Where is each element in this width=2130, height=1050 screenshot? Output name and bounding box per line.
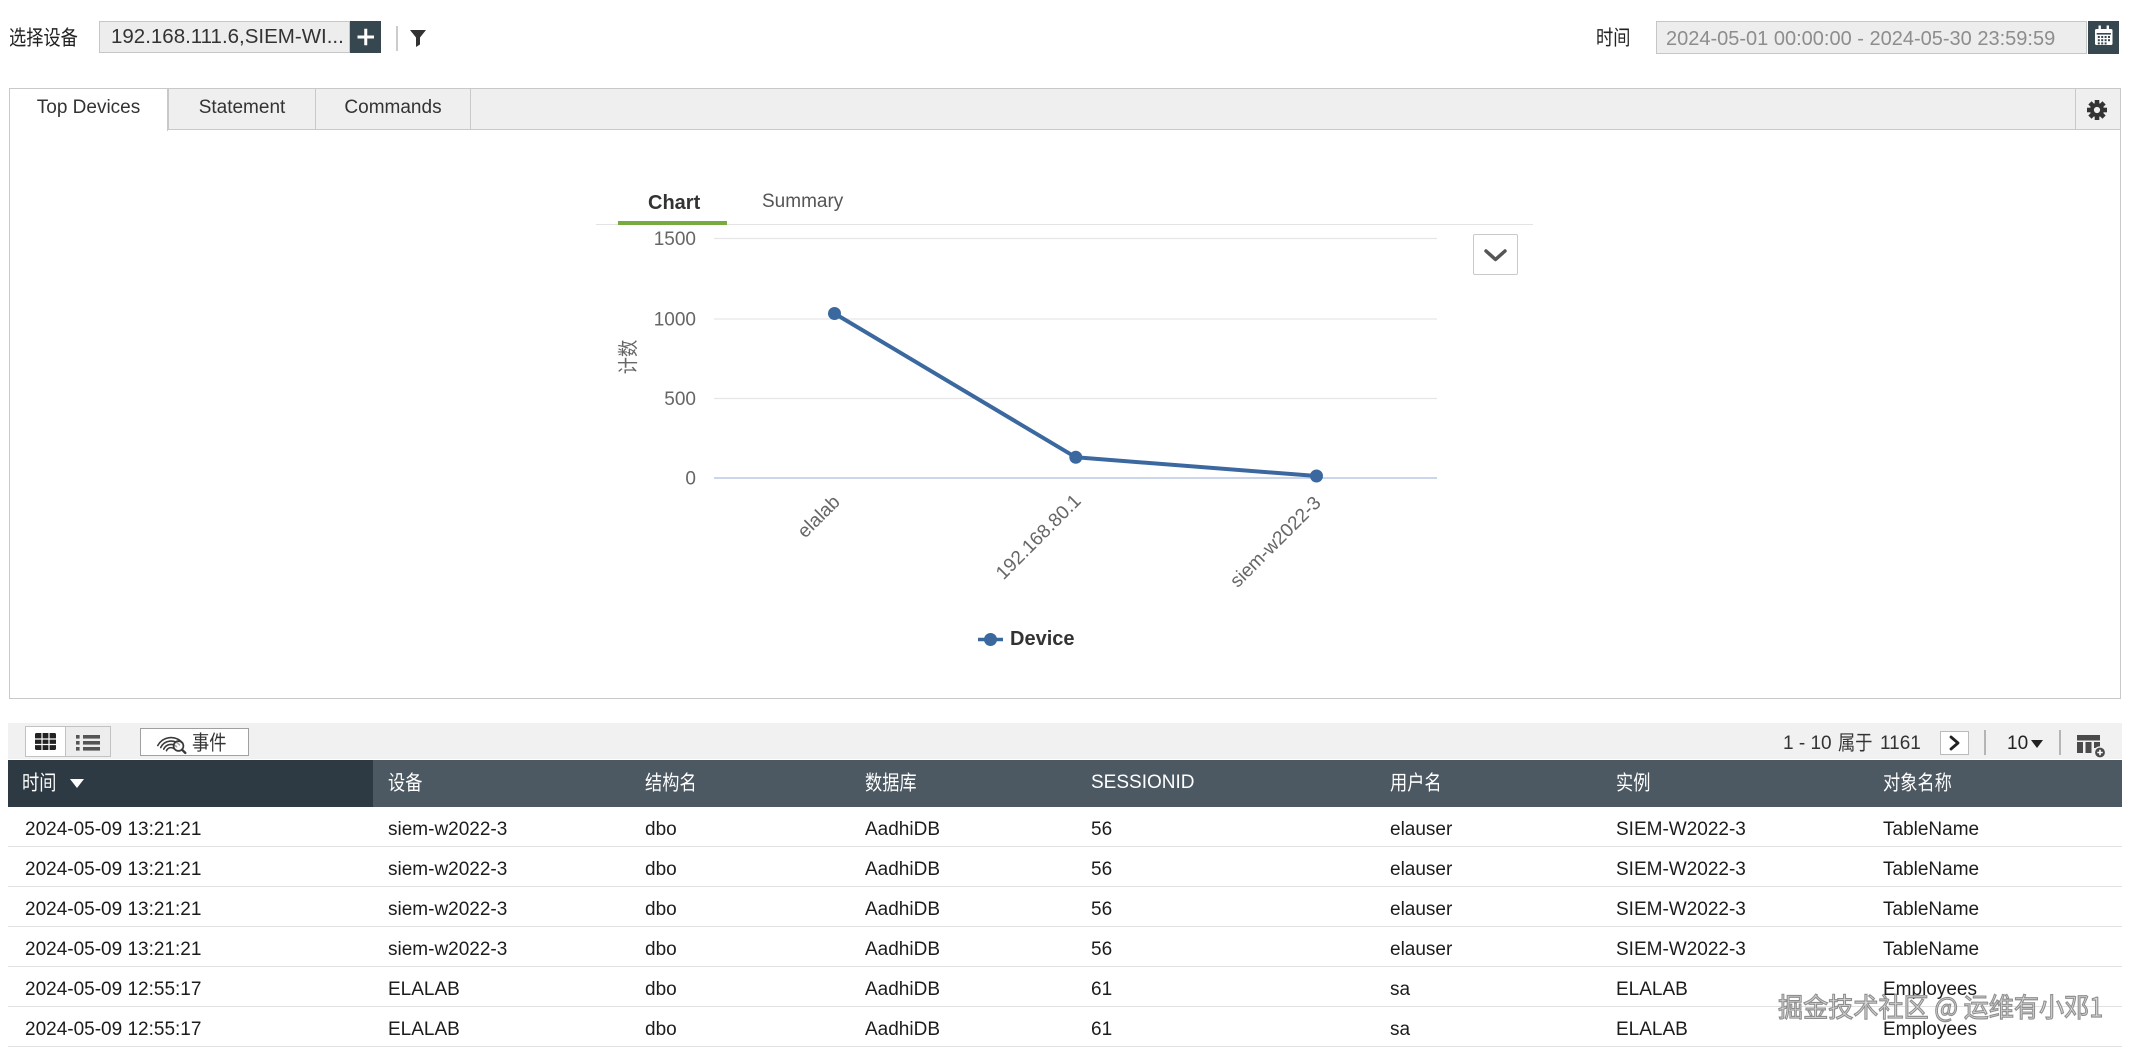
svg-text:1500: 1500 (654, 229, 696, 250)
svg-text:elalab: elalab (794, 492, 845, 543)
svg-text:192.168.80.1: 192.168.80.1 (992, 491, 1085, 584)
svg-text:0: 0 (685, 469, 696, 490)
svg-text:siem-w2022-3: siem-w2022-3 (1226, 493, 1325, 592)
svg-text:500: 500 (664, 389, 696, 410)
svg-text:1000: 1000 (654, 310, 696, 331)
